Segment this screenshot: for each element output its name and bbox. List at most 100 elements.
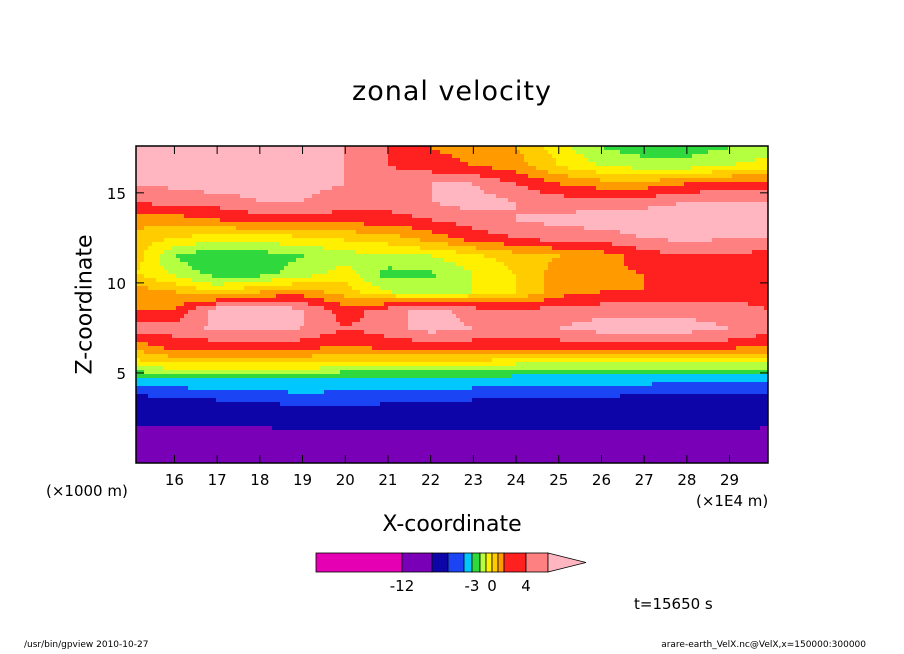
contour-cell	[636, 226, 640, 230]
contour-cell	[136, 246, 140, 250]
contour-cell	[676, 198, 680, 202]
contour-cell	[424, 162, 428, 166]
contour-cell	[428, 178, 432, 182]
contour-cell	[764, 150, 768, 154]
contour-cell	[600, 154, 604, 158]
contour-cell	[736, 266, 740, 270]
contour-cell	[180, 146, 184, 150]
contour-cell	[272, 210, 276, 214]
contour-cell	[340, 222, 344, 226]
contour-cell	[452, 158, 456, 162]
contour-cell	[272, 222, 276, 226]
contour-cell	[360, 190, 364, 194]
contour-cell	[408, 202, 412, 206]
contour-cell	[452, 238, 456, 242]
contour-cell	[208, 214, 212, 218]
contour-cell	[136, 190, 140, 194]
contour-cell	[420, 250, 424, 254]
contour-cell	[444, 150, 448, 154]
contour-cell	[276, 246, 280, 250]
contour-cell	[244, 182, 248, 186]
contour-cell	[436, 194, 440, 198]
contour-cell	[424, 234, 428, 238]
contour-cell	[228, 170, 232, 174]
contour-cell	[756, 226, 760, 230]
contour-cell	[316, 206, 320, 210]
contour-cell	[332, 202, 336, 206]
contour-cell	[224, 190, 228, 194]
contour-cell	[680, 242, 684, 246]
contour-cell	[428, 150, 432, 154]
contour-cell	[408, 158, 412, 162]
contour-cell	[696, 182, 700, 186]
contour-cell	[288, 150, 292, 154]
contour-cell	[620, 210, 624, 214]
contour-cell	[408, 174, 412, 178]
contour-cell	[608, 190, 612, 194]
contour-cell	[628, 250, 632, 254]
contour-cell	[472, 198, 476, 202]
contour-cell	[688, 198, 692, 202]
contour-cell	[404, 258, 408, 262]
contour-cell	[556, 182, 560, 186]
contour-cell	[280, 150, 284, 154]
contour-cell	[472, 210, 476, 214]
contour-cell	[204, 230, 208, 234]
contour-cell	[656, 154, 660, 158]
contour-cell	[300, 242, 304, 246]
contour-cell	[360, 158, 364, 162]
contour-cell	[148, 246, 152, 250]
contour-cell	[220, 238, 224, 242]
contour-cell	[760, 182, 764, 186]
contour-cell	[340, 214, 344, 218]
contour-cell	[296, 214, 300, 218]
contour-cell	[244, 158, 248, 162]
contour-cell	[736, 174, 740, 178]
contour-cell	[616, 146, 620, 150]
contour-cell	[732, 154, 736, 158]
contour-cell	[604, 202, 608, 206]
contour-cell	[684, 202, 688, 206]
contour-cell	[348, 186, 352, 190]
contour-cell	[336, 262, 340, 266]
contour-cell	[300, 222, 304, 226]
contour-cell	[660, 214, 664, 218]
contour-cell	[292, 182, 296, 186]
contour-cell	[636, 158, 640, 162]
contour-cell	[176, 214, 180, 218]
contour-cell	[728, 230, 732, 234]
contour-cell	[464, 266, 468, 270]
contour-cell	[224, 178, 228, 182]
contour-cell	[620, 266, 624, 270]
contour-cell	[140, 262, 144, 266]
contour-cell	[472, 182, 476, 186]
contour-cell	[436, 210, 440, 214]
contour-cell	[216, 246, 220, 250]
contour-cell	[364, 178, 368, 182]
contour-cell	[656, 198, 660, 202]
contour-cell	[180, 246, 184, 250]
contour-cell	[232, 150, 236, 154]
contour-cell	[764, 206, 768, 210]
contour-cell	[624, 178, 628, 182]
contour-cell	[712, 258, 716, 262]
contour-cell	[240, 186, 244, 190]
contour-cell	[228, 214, 232, 218]
contour-cell	[196, 234, 200, 238]
contour-cell	[616, 246, 620, 250]
contour-cell	[236, 206, 240, 210]
contour-cell	[760, 150, 764, 154]
contour-cell	[724, 210, 728, 214]
contour-cell	[392, 198, 396, 202]
contour-cell	[556, 226, 560, 230]
contour-cell	[664, 206, 668, 210]
contour-cell	[680, 178, 684, 182]
contour-cell	[440, 154, 444, 158]
contour-cell	[176, 270, 180, 274]
contour-cell	[684, 198, 688, 202]
contour-cell	[700, 254, 704, 258]
contour-cell	[756, 150, 760, 154]
contour-cell	[312, 238, 316, 242]
contour-cell	[264, 186, 268, 190]
contour-cell	[192, 202, 196, 206]
